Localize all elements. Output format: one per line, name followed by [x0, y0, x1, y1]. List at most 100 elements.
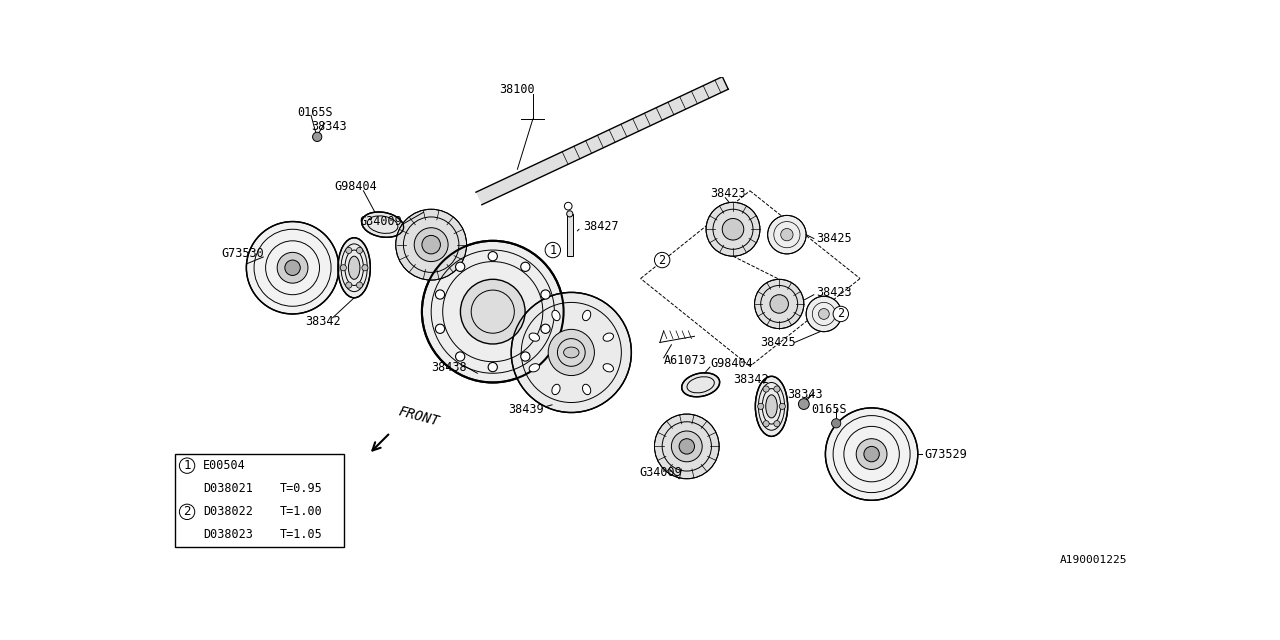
- Circle shape: [278, 252, 308, 283]
- Circle shape: [346, 247, 352, 253]
- Circle shape: [422, 241, 563, 383]
- Circle shape: [362, 265, 369, 271]
- Circle shape: [654, 252, 669, 268]
- Ellipse shape: [362, 212, 403, 237]
- Circle shape: [763, 386, 769, 392]
- Ellipse shape: [529, 333, 539, 341]
- Circle shape: [356, 247, 362, 253]
- Circle shape: [285, 260, 301, 275]
- Text: 2: 2: [659, 253, 666, 266]
- Circle shape: [774, 386, 780, 392]
- Circle shape: [179, 458, 195, 474]
- Text: FRONT: FRONT: [397, 404, 440, 429]
- Ellipse shape: [603, 364, 613, 372]
- Text: 38423: 38423: [710, 188, 745, 200]
- Circle shape: [722, 218, 744, 240]
- Circle shape: [672, 431, 703, 462]
- Circle shape: [456, 352, 465, 361]
- Ellipse shape: [603, 333, 613, 341]
- Circle shape: [356, 282, 362, 288]
- Circle shape: [461, 279, 525, 344]
- Circle shape: [780, 403, 786, 410]
- Text: G73529: G73529: [924, 447, 966, 461]
- Text: 38423: 38423: [817, 286, 851, 299]
- Circle shape: [346, 282, 352, 288]
- Bar: [567, 214, 573, 256]
- Text: T=1.00: T=1.00: [280, 506, 323, 518]
- Ellipse shape: [348, 256, 360, 279]
- Ellipse shape: [563, 347, 579, 358]
- Circle shape: [456, 262, 465, 271]
- Circle shape: [246, 221, 339, 314]
- Circle shape: [521, 352, 530, 361]
- Circle shape: [511, 292, 631, 413]
- Text: T=0.95: T=0.95: [280, 483, 323, 495]
- Circle shape: [567, 211, 573, 217]
- Text: 38342: 38342: [733, 373, 768, 386]
- Text: 38425: 38425: [760, 336, 796, 349]
- Circle shape: [435, 290, 444, 299]
- Text: 1: 1: [183, 459, 191, 472]
- Circle shape: [856, 438, 887, 470]
- Circle shape: [541, 290, 550, 299]
- Text: 38342: 38342: [306, 315, 342, 328]
- Text: D038023: D038023: [204, 529, 253, 541]
- Circle shape: [541, 324, 550, 333]
- Circle shape: [755, 279, 804, 328]
- Circle shape: [763, 420, 769, 427]
- Text: 1: 1: [549, 244, 557, 257]
- Circle shape: [340, 265, 347, 271]
- Circle shape: [312, 132, 321, 141]
- Circle shape: [680, 438, 695, 454]
- Ellipse shape: [338, 237, 370, 298]
- Ellipse shape: [765, 395, 777, 418]
- Polygon shape: [476, 77, 728, 205]
- Text: G34009: G34009: [360, 215, 402, 228]
- Ellipse shape: [682, 373, 719, 397]
- Text: G34009: G34009: [639, 466, 682, 479]
- Circle shape: [654, 414, 719, 479]
- Circle shape: [548, 330, 594, 376]
- Circle shape: [435, 324, 444, 333]
- Circle shape: [774, 420, 780, 427]
- Text: D038021: D038021: [204, 483, 253, 495]
- Circle shape: [422, 236, 440, 254]
- Ellipse shape: [582, 384, 591, 395]
- Circle shape: [781, 228, 794, 241]
- Ellipse shape: [529, 364, 539, 372]
- Text: A190001225: A190001225: [1060, 556, 1128, 565]
- Text: 0165S: 0165S: [812, 403, 847, 416]
- Text: D038022: D038022: [204, 506, 253, 518]
- Text: 38427: 38427: [582, 220, 618, 234]
- Circle shape: [415, 228, 448, 262]
- Circle shape: [545, 243, 561, 258]
- Circle shape: [806, 296, 841, 332]
- Circle shape: [833, 307, 849, 322]
- Text: G73530: G73530: [221, 248, 264, 260]
- Bar: [175, 454, 344, 547]
- Circle shape: [179, 504, 195, 520]
- Text: 0165S: 0165S: [297, 106, 333, 118]
- Text: 38343: 38343: [787, 388, 823, 401]
- Ellipse shape: [582, 310, 591, 321]
- Text: 38425: 38425: [817, 232, 851, 245]
- Circle shape: [771, 294, 788, 313]
- Text: 38438: 38438: [431, 362, 467, 374]
- Text: 38100: 38100: [499, 83, 535, 95]
- Circle shape: [488, 362, 498, 372]
- Text: 38439: 38439: [508, 403, 544, 416]
- Circle shape: [818, 308, 829, 319]
- Circle shape: [768, 216, 806, 254]
- Text: G98404: G98404: [710, 356, 753, 370]
- Circle shape: [799, 399, 809, 410]
- Circle shape: [832, 419, 841, 428]
- Circle shape: [826, 408, 918, 500]
- Text: E00504: E00504: [204, 459, 246, 472]
- Circle shape: [864, 447, 879, 462]
- Ellipse shape: [755, 376, 787, 436]
- Circle shape: [758, 403, 764, 410]
- Text: A61073: A61073: [664, 354, 707, 367]
- Text: G98404: G98404: [334, 180, 376, 193]
- Text: 38343: 38343: [311, 120, 347, 132]
- Text: 2: 2: [183, 506, 191, 518]
